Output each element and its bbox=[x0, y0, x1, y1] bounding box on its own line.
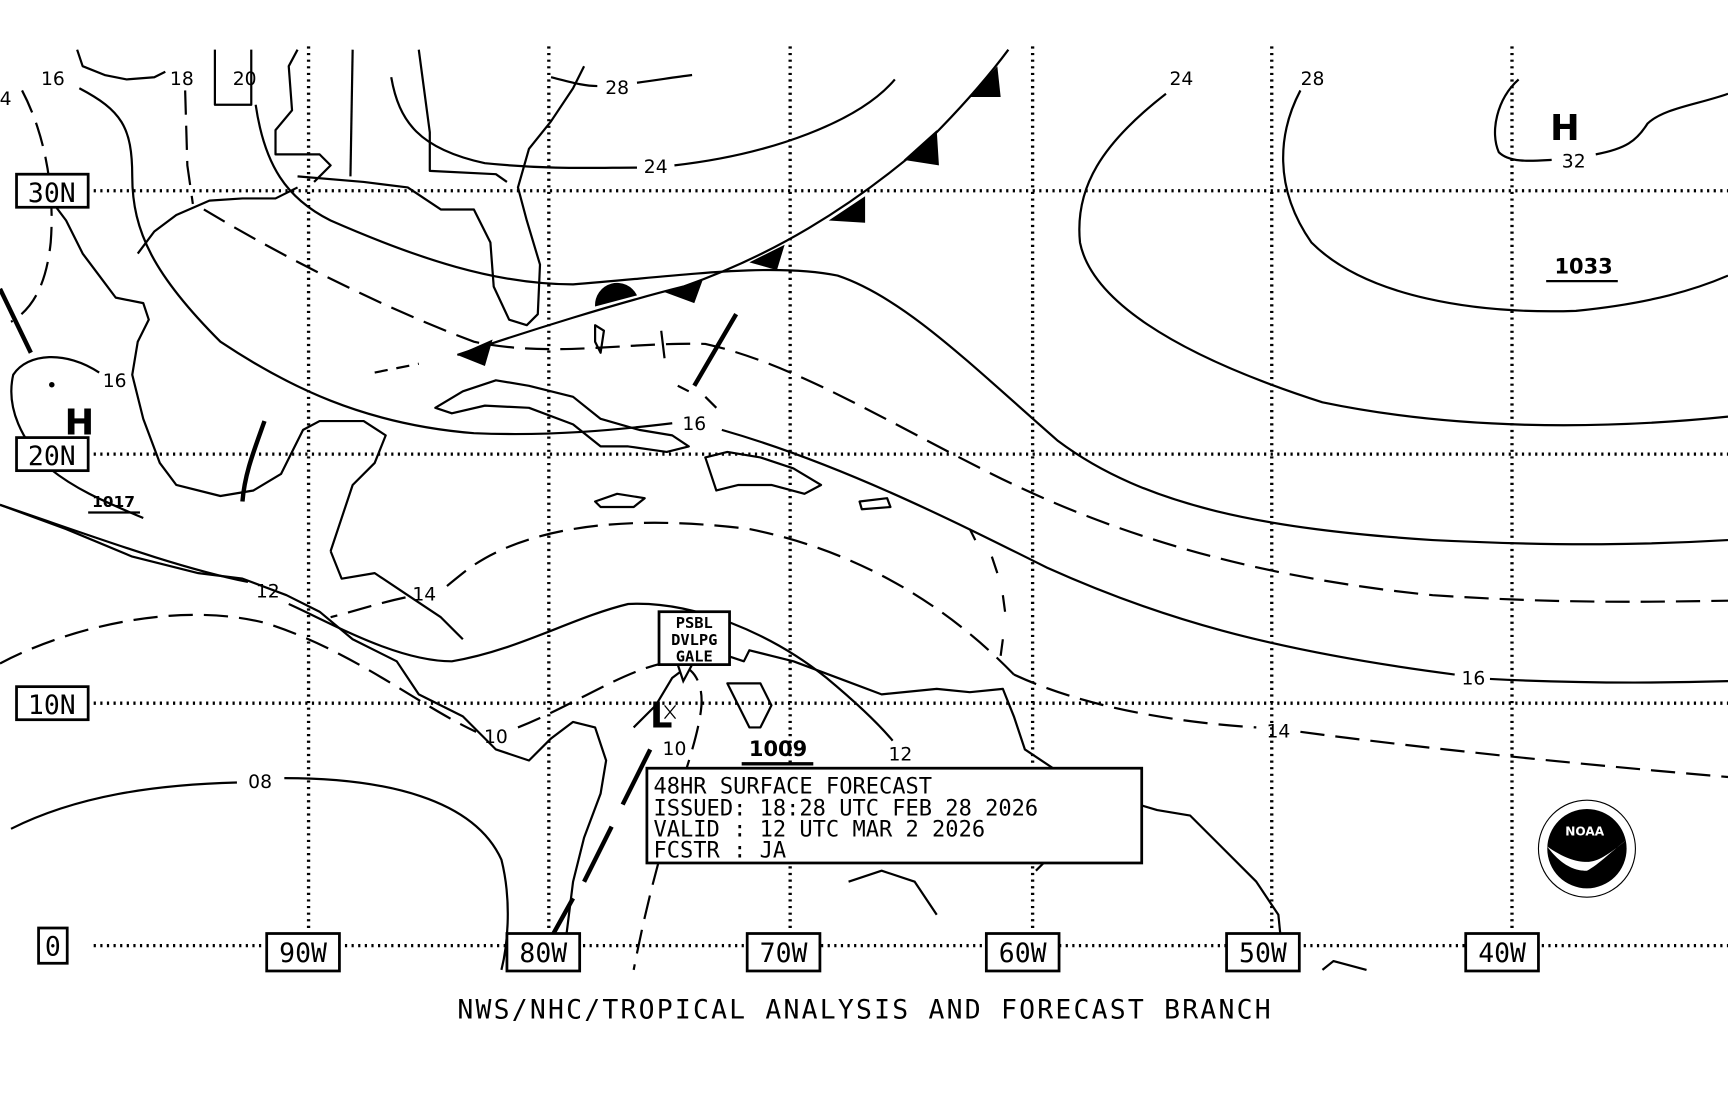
footer-credit: NWS/NHC/TROPICAL ANALYSIS AND FORECAST B… bbox=[457, 994, 1272, 1025]
lat-label-30n: 30N bbox=[28, 178, 76, 209]
coastlines bbox=[0, 49, 1367, 971]
graticule bbox=[93, 46, 1728, 948]
forecast-issued: ISSUED: 18:28 UTC FEB 28 2026 bbox=[654, 797, 1039, 822]
isobar-label: 14 bbox=[412, 585, 436, 606]
lon-label-40w: 40W bbox=[1478, 938, 1526, 969]
lat-label-equator: 0 bbox=[45, 932, 61, 963]
isobar-label: 10 bbox=[484, 727, 508, 748]
front-triangle bbox=[828, 196, 866, 223]
isobar-label: 24 bbox=[1169, 69, 1193, 90]
isobar-label: 18 bbox=[170, 69, 194, 90]
isobar-label: 08 bbox=[248, 772, 272, 793]
forecast-title: 48HR SURFACE FORECAST bbox=[654, 775, 933, 800]
isobar-label: 28 bbox=[605, 78, 629, 99]
gale-warning-line: DVLPG bbox=[671, 631, 717, 649]
front-triangle bbox=[664, 278, 704, 304]
lon-label-50w: 50W bbox=[1239, 938, 1287, 969]
noaa-logo-text: NOAA bbox=[1565, 824, 1604, 838]
cold-front bbox=[374, 49, 1010, 374]
isobar-label: 16 bbox=[1462, 668, 1486, 689]
gale-warning-line: PSBL bbox=[676, 614, 713, 632]
low-center-x-icon bbox=[664, 704, 677, 720]
high-pressure-symbol: H bbox=[65, 402, 95, 443]
front-triangle bbox=[903, 130, 939, 166]
high-pressure-symbol: H bbox=[1550, 108, 1580, 149]
isobar-label: 16 bbox=[103, 371, 127, 392]
isobar-label: 4 bbox=[0, 89, 11, 110]
latitude-labels: 30N 20N 10N 0 bbox=[15, 172, 90, 965]
pressure-value-1017: 1017 bbox=[92, 493, 135, 511]
lon-label-80w: 80W bbox=[519, 938, 567, 969]
forecast-info-box: 48HR SURFACE FORECAST ISSUED: 18:28 UTC … bbox=[645, 766, 1144, 865]
isobar-label: 20 bbox=[233, 69, 257, 90]
lon-label-90w: 90W bbox=[279, 938, 327, 969]
isobar-label: 16 bbox=[41, 69, 65, 90]
lon-label-70w: 70W bbox=[760, 938, 808, 969]
isobar-label: 28 bbox=[1301, 69, 1325, 90]
isobar-label: 12 bbox=[888, 744, 912, 765]
gale-warning-line: GALE bbox=[676, 647, 713, 665]
isobar-label: 10 bbox=[663, 739, 687, 760]
noaa-bird-icon bbox=[1547, 839, 1627, 871]
front-triangle bbox=[749, 244, 785, 271]
lat-label-10n: 10N bbox=[28, 690, 76, 721]
forecast-forecaster: FCSTR : JA bbox=[654, 838, 787, 863]
pressure-value-1009: 1009 bbox=[749, 737, 807, 761]
pressure-value-1033: 1033 bbox=[1555, 254, 1613, 278]
isobar-label: 16 bbox=[682, 414, 706, 435]
gale-warning-label: PSBL DVLPG GALE bbox=[657, 610, 731, 684]
lon-label-60w: 60W bbox=[999, 938, 1047, 969]
noaa-logo: NOAA bbox=[1537, 799, 1636, 898]
lat-label-20n: 20N bbox=[28, 441, 76, 472]
low-pressure-symbol: L bbox=[650, 695, 672, 736]
pressure-centers: H 1017 H 1033 L 1009 bbox=[49, 108, 1618, 766]
isobar-labels: 4 16 18 20 28 24 24 28 32 16 16 12 14 10… bbox=[0, 69, 1586, 793]
front-triangle bbox=[969, 66, 1001, 98]
warm-front-semicircle bbox=[595, 282, 637, 307]
isobar-label: 24 bbox=[644, 157, 668, 178]
longitude-labels: 90W 80W 70W 60W 50W 40W bbox=[265, 932, 1540, 973]
isobar-label: 32 bbox=[1562, 152, 1586, 173]
forecast-valid: VALID : 12 UTC MAR 2 2026 bbox=[654, 818, 986, 843]
isobar-label: 12 bbox=[256, 581, 280, 602]
front-triangle bbox=[457, 339, 493, 366]
isobar-label: 14 bbox=[1266, 721, 1290, 742]
isobars bbox=[0, 73, 1728, 971]
